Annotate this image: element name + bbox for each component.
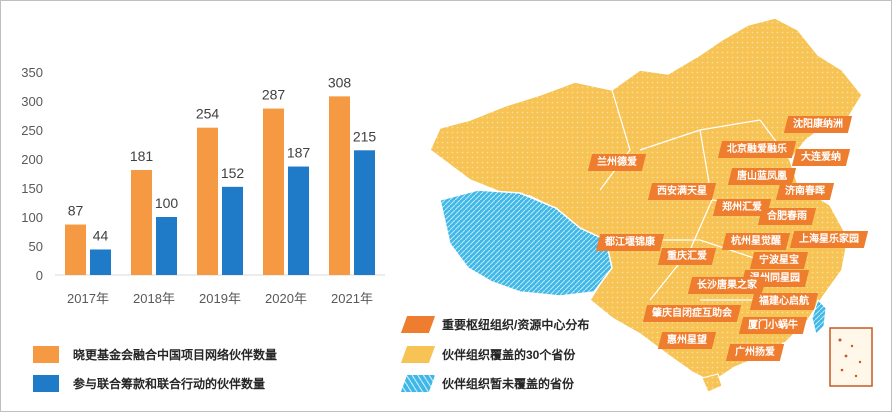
bar-value-label: 254 <box>196 106 220 122</box>
map-legend-label-hub: 重要枢纽组织/资源中心分布 <box>442 318 590 332</box>
map-legend-label-uncovered: 伙伴组织暂未覆盖的省份 <box>442 377 575 391</box>
legend-label-1: 晓更基金会融合中国项目网络伙伴数量 <box>73 348 278 362</box>
y-tick-label: 0 <box>36 268 43 283</box>
city-label: 重庆汇爱 <box>657 248 717 265</box>
x-tick-label: 2019年 <box>199 291 241 306</box>
city-label: 上海星乐家园 <box>789 231 869 248</box>
city-label: 北京融爱融乐 <box>717 141 797 158</box>
x-tick-label: 2018年 <box>133 291 175 306</box>
legend-label-2: 参与联合筹款和联合行动的伙伴数量 <box>73 377 266 391</box>
y-tick-label: 50 <box>29 239 43 254</box>
map-legend-uncovered: 伙伴组织暂未覆盖的省份 <box>400 375 575 392</box>
south-china-sea-islands <box>838 338 862 378</box>
bar-value-label: 181 <box>130 148 154 164</box>
y-axis-ticks: 0 50 100 150 200 250 300 350 <box>21 65 43 283</box>
y-tick-label: 250 <box>21 123 43 138</box>
y-tick-label: 150 <box>21 181 43 196</box>
bar-network-partners <box>263 108 284 275</box>
bar-value-label: 215 <box>353 128 377 144</box>
y-tick-label: 200 <box>21 152 43 167</box>
legend-swatch-blue <box>33 375 59 392</box>
uncovered-marker-icon <box>400 375 436 392</box>
y-tick-label: 300 <box>21 94 43 109</box>
bar-network-partners <box>131 170 152 275</box>
city-label: 宁波星宝 <box>749 252 809 269</box>
china-map <box>429 17 873 393</box>
bar-value-label: 287 <box>262 87 286 103</box>
bar-value-label: 87 <box>68 203 84 219</box>
legend-series-2: 参与联合筹款和联合行动的伙伴数量 <box>33 375 265 392</box>
covered-marker-icon <box>400 346 436 363</box>
bars: 87 44 181 100 254 152 287 187 308 215 <box>65 74 377 276</box>
bar-network-partners <box>329 96 350 275</box>
map-island-hainan <box>701 373 723 393</box>
city-label: 厦门小蜗牛 <box>738 317 808 334</box>
map-island-taiwan <box>811 299 827 335</box>
city-label: 西安满天星 <box>647 183 717 200</box>
city-label: 福建心启航 <box>749 293 819 310</box>
city-label: 惠州星望 <box>657 332 717 349</box>
bar-joint-action-partners <box>288 166 309 275</box>
city-label: 大连爱纳 <box>791 149 851 166</box>
map-legend-label-covered: 伙伴组织覆盖的30个省份 <box>442 348 576 362</box>
city-label: 肇庆自闭症互助会 <box>642 305 742 322</box>
x-tick-label: 2017年 <box>67 291 109 306</box>
city-label: 广州扬爱 <box>725 344 785 361</box>
south-china-sea-inset <box>829 327 873 387</box>
bar-network-partners <box>65 224 86 275</box>
y-tick-label: 100 <box>21 210 43 225</box>
x-axis-ticks: 2017年 2018年 2019年 2020年 2021年 <box>67 291 373 306</box>
map-uncovered-region <box>439 189 613 297</box>
city-label: 杭州星觉醒 <box>721 233 791 250</box>
city-label: 济南春晖 <box>775 183 835 200</box>
legend-series-1: 晓更基金会融合中国项目网络伙伴数量 <box>33 346 277 363</box>
city-label: 长沙唐果之家 <box>687 277 767 294</box>
bar-value-label: 152 <box>221 165 245 181</box>
x-tick-label: 2021年 <box>331 291 373 306</box>
city-label: 兰州德爱 <box>587 154 647 171</box>
x-tick-label: 2020年 <box>265 291 307 306</box>
bar-joint-action-partners <box>156 217 177 275</box>
y-tick-label: 350 <box>21 65 43 80</box>
bar-chart: 0 50 100 150 200 250 300 350 87 44 181 100 254 152 28… <box>21 65 385 306</box>
city-label: 沈阳康纳洲 <box>783 116 853 133</box>
bar-joint-action-partners <box>354 150 375 275</box>
map-legend-covered: 伙伴组织覆盖的30个省份 <box>400 346 576 363</box>
map-legend-hub: 重要枢纽组织/资源中心分布 <box>400 316 590 333</box>
legend-swatch-orange <box>33 346 59 363</box>
bar-value-label: 100 <box>155 195 179 211</box>
city-label: 都江堰锦康 <box>595 234 665 251</box>
bar-value-label: 187 <box>287 145 311 161</box>
bar-joint-action-partners <box>90 249 111 275</box>
bar-value-label: 308 <box>328 74 352 90</box>
city-label: 合肥春雨 <box>757 208 817 225</box>
hub-marker-icon <box>400 316 436 333</box>
bar-joint-action-partners <box>222 186 243 275</box>
bar-value-label: 44 <box>93 227 109 243</box>
bar-network-partners <box>197 127 218 276</box>
